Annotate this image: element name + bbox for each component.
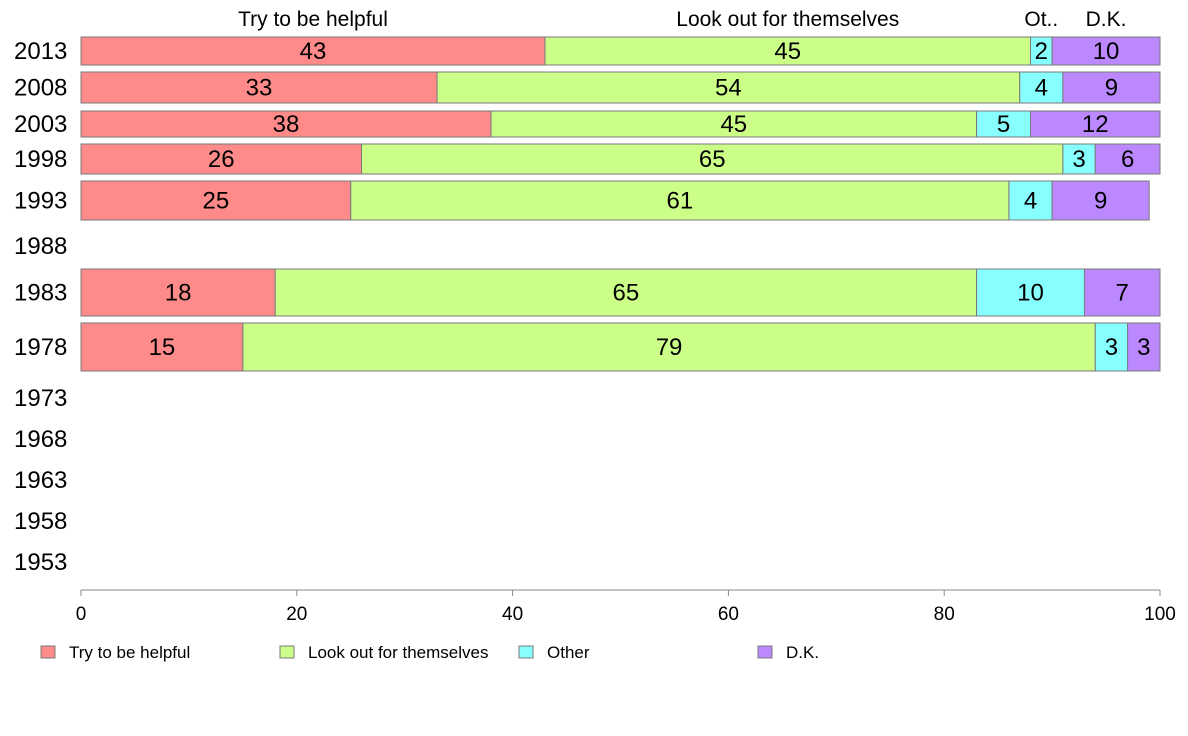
bar-1978-other <box>1094 322 1129 372</box>
bar-2013-try-to-be-helpful <box>80 36 546 66</box>
bar-2008-try-to-be-helpful <box>80 71 438 104</box>
bar-label-2008-try-to-be-helpful: 33 <box>246 75 273 102</box>
bar-label-2008-look-out-for-themselves: 54 <box>715 75 742 102</box>
bar-label-1978-d-k: 3 <box>1137 334 1150 361</box>
bar-label-1993-d-k: 9 <box>1094 188 1107 215</box>
x-tick-label-80: 80 <box>934 604 955 625</box>
bar-2003-look-out-for-themselves <box>490 110 978 138</box>
bar-label-2013-look-out-for-themselves: 45 <box>774 38 801 65</box>
bar-label-2013-d-k: 10 <box>1093 38 1120 65</box>
bar-2008-look-out-for-themselves <box>436 71 1021 104</box>
year-label-1968: 1968 <box>14 426 67 453</box>
bar-label-1983-other: 10 <box>1017 280 1044 307</box>
x-tick-label-100: 100 <box>1144 604 1176 625</box>
bar-1983-try-to-be-helpful <box>80 268 276 317</box>
legend-label-other: Other <box>547 643 590 662</box>
bar-1993-look-out-for-themselves <box>350 180 1010 221</box>
bar-label-1978-other: 3 <box>1105 334 1118 361</box>
x-tick-label-60: 60 <box>718 604 739 625</box>
legend-swatch-look-out-for-themselves <box>279 645 295 659</box>
bar-label-1993-look-out-for-themselves: 61 <box>666 188 693 215</box>
bar-label-1998-other: 3 <box>1072 146 1085 173</box>
x-tick-label-20: 20 <box>286 604 307 625</box>
bar-2003-try-to-be-helpful <box>80 110 492 138</box>
bar-1983-other <box>976 268 1085 317</box>
bar-label-1993-other: 4 <box>1024 188 1037 215</box>
bar-label-1978-try-to-be-helpful: 15 <box>149 334 176 361</box>
bar-1978-try-to-be-helpful <box>80 322 244 372</box>
bar-label-2013-try-to-be-helpful: 43 <box>300 38 327 65</box>
legend-swatch-try-to-be-helpful <box>40 645 56 659</box>
bar-1998-d-k <box>1094 143 1161 175</box>
bar-label-2003-other: 5 <box>997 111 1010 138</box>
bar-label-2003-look-out-for-themselves: 45 <box>720 111 747 138</box>
bar-label-2008-d-k: 9 <box>1105 75 1118 102</box>
bar-1993-d-k <box>1051 180 1150 221</box>
bar-label-1998-try-to-be-helpful: 26 <box>208 146 235 173</box>
year-label-1953: 1953 <box>14 549 67 576</box>
column-header-try-to-be-helpful: Try to be helpful <box>238 8 388 31</box>
bar-label-1983-look-out-for-themselves: 65 <box>613 280 640 307</box>
year-label-2013: 2013 <box>14 38 67 65</box>
bar-label-2008-other: 4 <box>1035 75 1048 102</box>
bar-1993-other <box>1008 180 1053 221</box>
x-tick-label-0: 0 <box>76 604 87 625</box>
year-label-1978: 1978 <box>14 334 67 361</box>
bar-label-1983-d-k: 7 <box>1116 280 1129 307</box>
legend-label-try-to-be-helpful: Try to be helpful <box>69 643 190 662</box>
bar-label-1998-look-out-for-themselves: 65 <box>699 146 726 173</box>
bar-2008-other <box>1019 71 1064 104</box>
legend-label-look-out-for-themselves: Look out for themselves <box>308 643 488 662</box>
year-label-1983: 1983 <box>14 280 67 307</box>
bar-1978-d-k <box>1127 322 1161 372</box>
bar-label-1983-try-to-be-helpful: 18 <box>165 280 192 307</box>
legend: Try to be helpful Look out for themselves… <box>40 643 819 662</box>
bar-1983-d-k <box>1083 268 1161 317</box>
year-label-1963: 1963 <box>14 467 67 494</box>
year-label-1998: 1998 <box>14 146 67 173</box>
bar-1983-look-out-for-themselves <box>274 268 978 317</box>
bar-label-2013-other: 2 <box>1035 38 1048 65</box>
bar-label-2003-d-k: 12 <box>1082 111 1109 138</box>
column-header-ot: Ot.. <box>1024 8 1058 31</box>
legend-label-d-k: D.K. <box>786 643 819 662</box>
column-headers: Try to be helpful Look out for themselves… <box>238 8 1126 31</box>
bar-1998-other <box>1062 143 1096 175</box>
x-tick-label-40: 40 <box>502 604 523 625</box>
bar-label-1998-d-k: 6 <box>1121 146 1134 173</box>
legend-swatch-d-k <box>757 645 773 659</box>
year-label-1993: 1993 <box>14 188 67 215</box>
bar-1978-look-out-for-themselves <box>242 322 1096 372</box>
bar-2003-other <box>976 110 1032 138</box>
bar-2003-d-k <box>1030 110 1161 138</box>
bar-1993-try-to-be-helpful <box>80 180 352 221</box>
bar-2013-d-k <box>1051 36 1161 66</box>
bar-label-1993-try-to-be-helpful: 25 <box>203 188 230 215</box>
bar-2013-look-out-for-themselves <box>544 36 1032 66</box>
year-label-1988: 1988 <box>14 233 67 260</box>
year-label-1958: 1958 <box>14 508 67 535</box>
bar-1998-look-out-for-themselves <box>361 143 1064 175</box>
bar-label-2003-try-to-be-helpful: 38 <box>273 111 300 138</box>
year-label-2003: 2003 <box>14 111 67 138</box>
legend-swatch-other <box>518 645 534 659</box>
bar-label-1978-look-out-for-themselves: 79 <box>656 334 683 361</box>
bar-1998-try-to-be-helpful <box>80 143 363 175</box>
year-labels: 2013 2008 2003 1998 1993 1988 1983 1978 1973 1968… <box>14 38 67 576</box>
year-label-2008: 2008 <box>14 75 67 102</box>
column-header-d-k: D.K. <box>1086 8 1127 31</box>
year-label-1973: 1973 <box>14 385 67 412</box>
column-header-look-out-for-themselves: Look out for themselves <box>676 8 899 31</box>
x-axis: 0 20 40 60 80 100 <box>76 589 1176 625</box>
bar-2008-d-k <box>1062 71 1161 104</box>
